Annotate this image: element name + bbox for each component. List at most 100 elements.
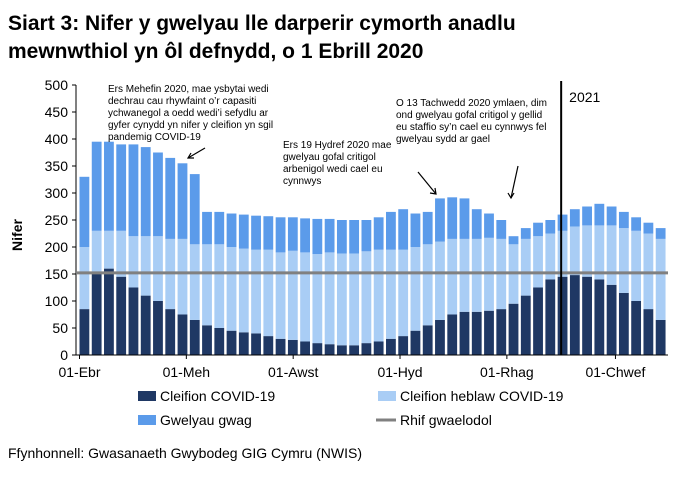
bar-segment: [349, 253, 360, 346]
annotation: O 13 Tachwedd 2020 ymlaen, dim: [396, 98, 547, 109]
bar-segment: [300, 341, 310, 355]
bar-segment: [104, 230, 114, 269]
legend-label: Cleifion COVID-19: [160, 388, 275, 404]
annotation: arbenigol wedi cael eu: [283, 164, 383, 175]
bar-segment: [361, 343, 372, 355]
bar-segment: [177, 163, 188, 239]
bar-segment: [128, 144, 139, 237]
bar-segment: [459, 198, 470, 239]
bar-segment: [275, 338, 286, 355]
bar-segment: [79, 247, 90, 310]
x-tick-label: 01-Rhag: [480, 364, 534, 380]
source: Ffynhonnell: Gwasanaeth Gwybodeg GIG Cym…: [8, 445, 362, 461]
bar-segment: [410, 247, 421, 331]
legend-label: Rhif gwaelodol: [400, 412, 492, 428]
bar-segment: [508, 303, 519, 355]
bar-segment: [202, 244, 212, 326]
y-tick-label: 0: [60, 347, 68, 363]
bar-segment: [594, 279, 605, 355]
y-tick-label: 300: [45, 185, 69, 201]
y-tick-label: 50: [52, 320, 68, 336]
bar-segment: [373, 341, 384, 355]
bar-segment: [569, 275, 580, 355]
bar-segment: [471, 238, 482, 312]
bar-segment: [116, 230, 127, 277]
bar-segment: [153, 236, 163, 301]
bar-segment: [386, 211, 396, 250]
bar-segment: [545, 233, 556, 280]
chart-title: mewnwthiol yn ôl defnydd, o 1 Ebrill 202…: [8, 40, 423, 63]
bar-segment: [410, 330, 421, 355]
bar-segment: [508, 236, 519, 245]
bar-segment: [177, 238, 188, 315]
y-tick-label: 250: [45, 212, 69, 228]
bar-segment: [655, 228, 666, 239]
bar-segment: [238, 248, 249, 333]
bar-segment: [287, 217, 298, 251]
bar-segment: [238, 214, 249, 249]
bar-segment: [336, 345, 347, 355]
bar-segment: [275, 252, 286, 339]
bar-segment: [349, 345, 360, 355]
bar-segment: [361, 251, 372, 344]
bar-segment: [484, 213, 494, 238]
bar-segment: [91, 274, 102, 355]
bar-segment: [655, 319, 666, 355]
bar-segment: [594, 225, 605, 280]
bar-segment: [496, 309, 507, 355]
bar-segment: [398, 249, 409, 337]
bar-segment: [496, 220, 507, 239]
bar-segment: [398, 209, 409, 250]
bar-segment: [447, 314, 458, 355]
bar-segment: [582, 225, 592, 277]
bar-segment: [606, 206, 617, 226]
bar-segment: [251, 249, 261, 334]
bar-segment: [422, 211, 433, 245]
bar-segment: [471, 311, 482, 355]
bar-segment: [631, 301, 642, 355]
bar-segment: [520, 228, 531, 239]
bar-segment: [324, 218, 335, 253]
bar-segment: [79, 309, 90, 355]
legend-label: Cleifion heblaw COVID-19: [400, 388, 564, 404]
bar-segment: [116, 144, 127, 231]
legend-swatch: [138, 415, 156, 425]
bar-segment: [435, 241, 445, 320]
annotation-arrows: [186, 147, 519, 200]
bar-segment: [336, 220, 347, 254]
bar-segment: [459, 311, 470, 355]
y-axis-label: Nifer: [9, 219, 25, 251]
bar-segment: [128, 287, 139, 355]
bar-segment: [533, 222, 543, 237]
bar-segment: [557, 214, 568, 231]
annotation: Ers 19 Hydref 2020 mae: [283, 140, 392, 151]
bar-segment: [324, 344, 335, 355]
y-tick-label: 450: [45, 104, 69, 120]
bar-segment: [422, 244, 433, 326]
bar-segment: [569, 209, 580, 227]
bar-segment: [189, 244, 200, 320]
bar-segment: [104, 268, 114, 355]
x-tick-label: 01-Chwef: [585, 364, 645, 380]
y-tick-label: 350: [45, 158, 69, 174]
annotation: Ers Mehefin 2020, mae ysbytai wedi: [108, 84, 269, 95]
x-tick-label: 01-Meh: [163, 364, 210, 380]
bar-segment: [643, 233, 654, 310]
bar-segment: [435, 319, 445, 355]
bar-segment: [447, 238, 458, 315]
bar-segment: [263, 216, 274, 250]
bar-segment: [557, 230, 568, 277]
annotation: gwelyau gofal critigol: [283, 152, 376, 163]
bar-segment: [643, 309, 654, 355]
bar-segment: [214, 244, 225, 328]
bar-segment: [618, 228, 629, 293]
annotation: pandemig COVID-19: [108, 132, 201, 143]
bar-segment: [287, 250, 298, 340]
bar-segment: [520, 238, 531, 296]
bar-segment: [569, 226, 580, 276]
bar-segment: [202, 325, 212, 355]
bar-segment: [300, 252, 310, 342]
annotation: ychwanegol a oedd wedi’i sefydlu ar: [108, 108, 269, 119]
legend-swatch: [138, 391, 156, 401]
bar-segment: [373, 217, 384, 250]
